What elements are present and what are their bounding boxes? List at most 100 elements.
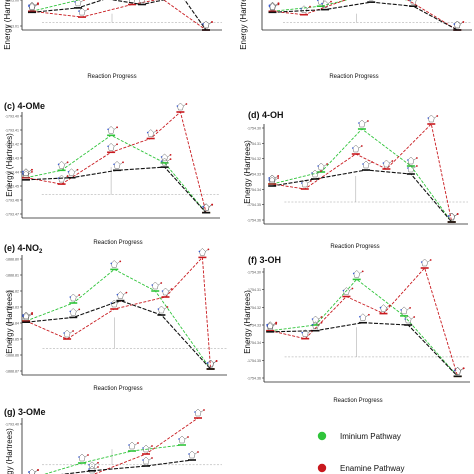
molecule-atom bbox=[351, 287, 354, 290]
y-tick-label: -1793.40 bbox=[5, 115, 19, 119]
molecule-glyph bbox=[28, 468, 39, 474]
molecule-atom bbox=[97, 466, 99, 468]
molecule-atom bbox=[462, 21, 465, 23]
molecule-atom bbox=[320, 170, 322, 172]
molecule-bonds bbox=[269, 1, 279, 10]
molecule-glyph bbox=[202, 20, 213, 29]
molecule-glyph bbox=[382, 159, 394, 168]
molecule-glyph bbox=[194, 408, 205, 417]
molecule-bonds bbox=[158, 305, 168, 314]
molecule-bonds bbox=[178, 435, 189, 444]
molecule-glyph bbox=[342, 287, 354, 295]
series-line bbox=[31, 0, 81, 12]
molecule-bonds bbox=[428, 114, 438, 123]
molecule-glyph bbox=[311, 315, 323, 324]
molecule-glyph bbox=[160, 157, 172, 166]
series-line bbox=[270, 278, 458, 377]
molecule-glyph bbox=[107, 125, 118, 134]
molecule-atom bbox=[78, 308, 81, 311]
molecule-atom bbox=[215, 360, 218, 362]
x-axis-label: Reaction Progress bbox=[93, 386, 142, 392]
molecule-atom bbox=[155, 129, 158, 132]
molecule-atom bbox=[436, 115, 439, 117]
molecule-bonds bbox=[199, 248, 209, 256]
molecule-bonds bbox=[407, 156, 418, 165]
molecule-bonds bbox=[207, 359, 217, 368]
y-axis-label: Energy (Hartrees) bbox=[3, 0, 12, 50]
molecule-atom bbox=[359, 315, 361, 318]
y-tick-label: -1793.41 bbox=[5, 129, 19, 133]
molecule-atom bbox=[207, 248, 210, 251]
molecule-atom bbox=[188, 453, 190, 455]
molecule-atom bbox=[110, 262, 113, 265]
molecule-bonds bbox=[362, 160, 373, 169]
molecule-atom bbox=[317, 165, 319, 167]
molecule-bonds bbox=[74, 0, 85, 7]
molecule-atom bbox=[309, 5, 311, 8]
molecule-atom bbox=[194, 411, 196, 413]
molecule-atom bbox=[78, 294, 81, 296]
molecule-bonds bbox=[353, 270, 363, 278]
molecule-atom bbox=[22, 314, 24, 316]
molecule-glyph bbox=[407, 164, 418, 173]
molecule-atom bbox=[125, 291, 128, 294]
molecule-atom bbox=[427, 117, 430, 119]
molecule-glyph bbox=[409, 0, 417, 5]
molecule-bonds bbox=[139, 0, 145, 3]
y-tick-label: -1754.34 bbox=[247, 341, 261, 345]
y-axis-label: Energy (Hartrees) bbox=[243, 290, 252, 354]
molecule-atom bbox=[266, 325, 268, 327]
molecule-bonds bbox=[28, 1, 39, 10]
molecule-glyph bbox=[198, 248, 210, 256]
molecule-bonds bbox=[454, 366, 464, 375]
molecule-atom bbox=[413, 316, 416, 318]
molecule-glyph bbox=[420, 258, 432, 267]
molecule-glyph bbox=[188, 450, 199, 459]
molecule-atom bbox=[371, 161, 373, 163]
molecule-glyph bbox=[453, 366, 465, 375]
molecule-bonds bbox=[151, 281, 162, 290]
molecule-atom bbox=[107, 145, 109, 148]
molecule-bonds bbox=[454, 20, 464, 29]
molecule-atom bbox=[203, 409, 205, 411]
x-axis-label: Reaction Progress bbox=[87, 74, 136, 80]
molecule-atom bbox=[69, 296, 72, 298]
molecule-bonds bbox=[22, 311, 33, 320]
molecule-bonds bbox=[194, 408, 205, 417]
molecule-glyph bbox=[321, 0, 332, 8]
molecule-atom bbox=[202, 23, 204, 25]
molecule-atom bbox=[277, 3, 280, 6]
panel-label-part: (e) 4-NO bbox=[4, 243, 39, 253]
y-tick-label: -1754.36 bbox=[247, 377, 261, 381]
y-tick-label: -1754.32 bbox=[247, 157, 261, 161]
molecule-bonds bbox=[22, 311, 33, 320]
molecule-atom bbox=[301, 331, 303, 334]
y-tick-label: -1754.33 bbox=[247, 324, 261, 328]
molecule-bonds bbox=[69, 293, 80, 302]
molecule-atom bbox=[211, 203, 214, 206]
molecule-atom bbox=[107, 128, 109, 131]
molecule-glyph bbox=[74, 0, 85, 7]
molecule-atom bbox=[268, 5, 271, 8]
y-tick-label: -1803.00 bbox=[5, 0, 19, 3]
molecule-bonds bbox=[28, 1, 39, 10]
y-tick-label: -1888.83 bbox=[5, 306, 19, 310]
molecule-glyph bbox=[28, 2, 39, 11]
y-tick-label: -1888.80 bbox=[5, 258, 19, 262]
molecule-atom bbox=[157, 308, 160, 310]
molecule-atom bbox=[22, 170, 24, 173]
molecule-glyph bbox=[113, 160, 124, 169]
legend-label: Enamine Pathway bbox=[340, 464, 404, 473]
series-line bbox=[272, 1, 458, 31]
series-line bbox=[25, 111, 207, 213]
molecule-bonds bbox=[300, 5, 311, 13]
molecule-atom bbox=[185, 103, 188, 105]
molecule-atom bbox=[320, 316, 323, 318]
y-tick-label: -1793.47 bbox=[5, 213, 19, 217]
molecule-bonds bbox=[400, 306, 411, 315]
molecule-bonds bbox=[383, 159, 393, 168]
y-axis-label: Energy (Hartrees) bbox=[239, 0, 248, 50]
panel-label: (e) 4-NO2 bbox=[4, 243, 43, 255]
molecule-atom bbox=[453, 369, 456, 372]
